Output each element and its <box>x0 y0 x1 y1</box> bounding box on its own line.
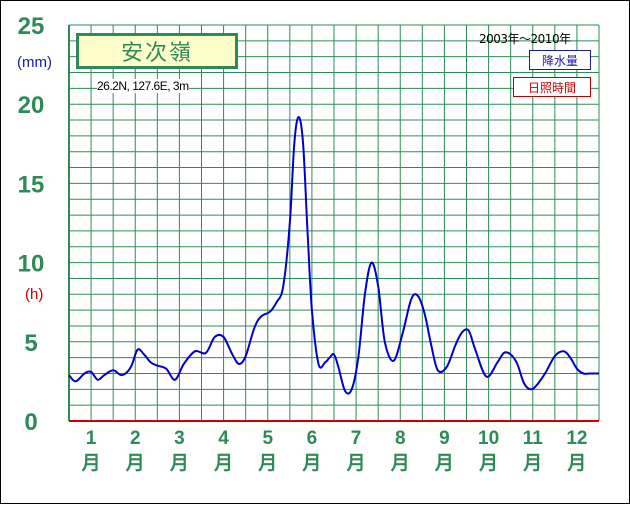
legend-precipitation: 降水量 <box>529 50 591 70</box>
month-suffix: 月 <box>390 452 410 474</box>
series-lines <box>68 115 599 395</box>
month-label: 3 <box>174 428 185 449</box>
month-label: 2 <box>130 428 141 449</box>
month-label: 11 <box>523 428 544 449</box>
month-labels: 1 月 2 月 3 月 4 月 5 月 6 月 7 月 8 月 9 月 10 月 11 月 12 月 <box>81 428 588 474</box>
month-label: 6 <box>307 428 318 449</box>
month-suffix: 月 <box>301 452 321 474</box>
axes <box>68 24 600 422</box>
month-suffix: 月 <box>566 452 586 474</box>
month-label: 1 <box>86 428 97 449</box>
month-suffix: 月 <box>125 452 145 474</box>
y-tick-label: 10 <box>18 251 45 278</box>
series-line-precipitation <box>68 115 599 395</box>
month-label: 9 <box>439 428 450 449</box>
month-suffix: 月 <box>522 452 542 474</box>
y-unit-mm: (mm) <box>17 54 52 71</box>
month-label: 7 <box>351 428 362 449</box>
month-suffix: 月 <box>346 452 366 474</box>
y-tick-label: 15 <box>18 171 45 198</box>
y-tick-label: 25 <box>18 13 45 40</box>
month-suffix: 月 <box>434 452 454 474</box>
period-label: 2003年〜2010年 <box>479 32 571 46</box>
month-label: 4 <box>218 428 229 449</box>
grid <box>69 25 599 421</box>
y-tick-label: 20 <box>18 92 45 119</box>
month-suffix: 月 <box>213 452 233 474</box>
month-suffix: 月 <box>257 452 277 474</box>
y-tick-labels: 0 5 10 15 20 25 <box>18 13 45 436</box>
station-name: 安次嶺 <box>120 41 193 66</box>
y-unit-h: (h) <box>25 286 43 303</box>
station-name-box: 安次嶺 <box>76 33 238 69</box>
month-label: 8 <box>395 428 406 449</box>
month-label: 12 <box>566 428 587 449</box>
y-tick-label: 0 <box>24 409 37 436</box>
legend-sunshine: 日照時間 <box>513 77 591 97</box>
month-suffix: 月 <box>478 452 498 474</box>
month-suffix: 月 <box>81 452 101 474</box>
month-label: 5 <box>262 428 273 449</box>
month-label: 10 <box>478 428 499 449</box>
station-location: 26.2N, 127.6E, 3m <box>97 79 189 93</box>
y-tick-label: 5 <box>24 330 37 357</box>
month-suffix: 月 <box>169 452 189 474</box>
